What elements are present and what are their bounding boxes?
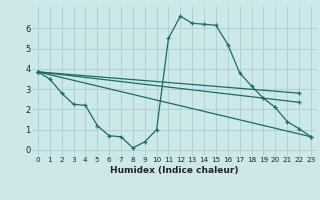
X-axis label: Humidex (Indice chaleur): Humidex (Indice chaleur) [110,166,239,175]
